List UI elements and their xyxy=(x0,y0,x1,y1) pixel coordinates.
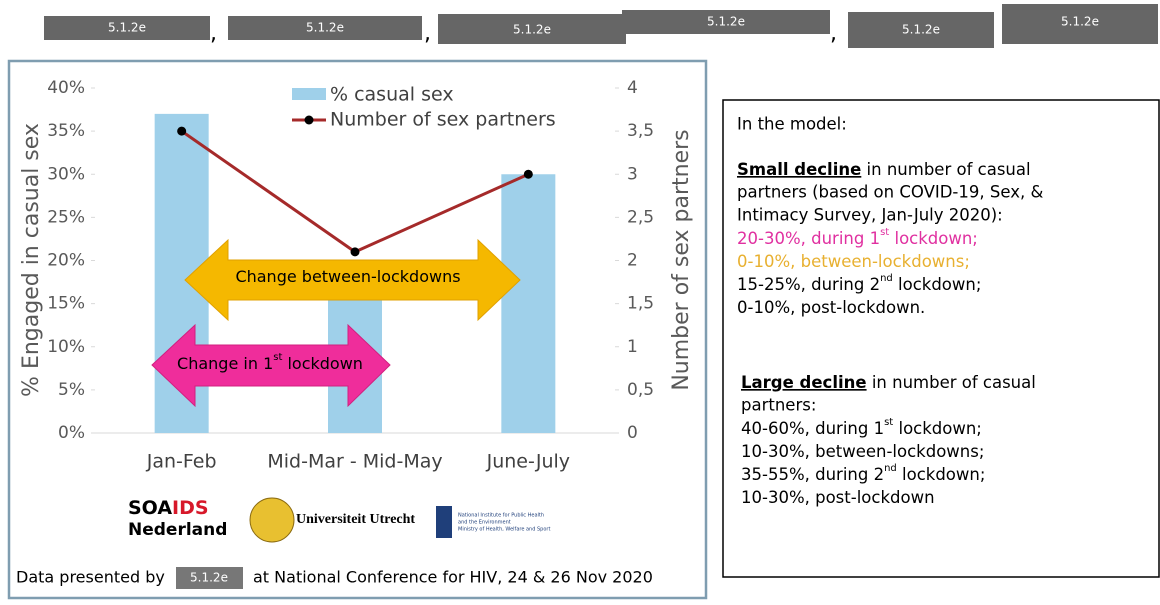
model-item: 10-30%, between-lockdowns; xyxy=(741,442,984,461)
plot: 0% 5% 10% 15% 20% 25% 30% 35% 40% 0 0,5 1 1,5 2 2,5 3 3,… xyxy=(47,78,654,473)
model-intro: In the model: xyxy=(737,115,847,134)
separator: , xyxy=(210,21,217,46)
y2-tick-label: 2,5 xyxy=(627,207,654,227)
y2-tick-label: 0,5 xyxy=(627,380,654,400)
logo-rivm-mark xyxy=(436,506,452,538)
redaction-label: 5.1.2e xyxy=(513,23,551,37)
chart-frame xyxy=(7,59,708,600)
legend-swatch xyxy=(292,88,326,100)
redaction xyxy=(622,10,830,34)
x-tick-label: Mid-Mar - Mid-May xyxy=(267,451,442,473)
redaction-label: 5.1.2e xyxy=(707,15,745,29)
redaction xyxy=(1002,4,1158,44)
y2-tick-label: 4 xyxy=(627,78,638,98)
y-tick-label: 15% xyxy=(47,294,85,314)
bar xyxy=(501,174,556,433)
arrow xyxy=(151,323,391,408)
annotation: Change in 1st lockdown xyxy=(177,352,363,373)
line-marker xyxy=(523,169,533,179)
model-item: 35-55%, during 2nd lockdown; xyxy=(741,463,985,484)
legend: % casual sex Number of sex partners xyxy=(292,84,556,131)
model-item: 15-25%, during 2nd lockdown; xyxy=(737,273,981,294)
redaction-label: 5.1.2e xyxy=(190,571,228,585)
redaction-label: 5.1.2e xyxy=(306,21,344,35)
y-tick-label: 5% xyxy=(58,380,85,400)
logo-soaids: SOAIDS xyxy=(128,497,209,519)
model-item: 0-10%, between-lockdowns; xyxy=(737,252,970,271)
separator: , xyxy=(830,21,837,46)
model-line: partners (based on COVID-19, Sex, & xyxy=(737,183,1043,202)
arrow xyxy=(184,238,521,322)
model-box xyxy=(722,99,1160,578)
model-text: In the model: Small decline in number of… xyxy=(737,115,1043,507)
y2-tick-label: 0 xyxy=(627,423,638,443)
model-line: Large decline in number of casual xyxy=(741,373,1036,392)
y-tick-label: 40% xyxy=(47,78,85,98)
logo-rivm: Ministry of Health, Welfare and Sport xyxy=(458,527,550,533)
y-tick-label: 30% xyxy=(47,164,85,184)
y-tick-label: 10% xyxy=(47,337,85,357)
legend-swatch xyxy=(304,115,314,125)
redaction xyxy=(228,16,422,40)
model-line: Small decline in number of casual xyxy=(737,160,1031,179)
model-item: 20-30%, during 1st lockdown; xyxy=(737,227,978,248)
footer: Data presented by 5.1.2e at National Con… xyxy=(16,567,653,589)
separator: , xyxy=(424,21,431,46)
model-item: 40-60%, during 1st lockdown; xyxy=(741,417,982,438)
y-tick-label: 25% xyxy=(47,207,85,227)
y2-tick-label: 1,5 xyxy=(627,294,654,314)
model-item: 0-10%, post-lockdown. xyxy=(737,298,925,317)
y2-axis-title: Number of sex partners xyxy=(669,129,694,390)
footer-text: at National Conference for HIV, 24 & 26 … xyxy=(253,568,653,587)
logos: SOAIDS Nederland Universiteit Utrecht Na… xyxy=(128,497,550,543)
redaction xyxy=(44,16,210,40)
model-item: 10-30%, post-lockdown xyxy=(741,488,935,507)
footer-text: Data presented by xyxy=(16,568,165,587)
legend-label: % casual sex xyxy=(330,84,454,106)
annotations: Change between-lockdowns Change in 1st l… xyxy=(151,238,521,408)
x-tick-label: Jan-Feb xyxy=(146,451,217,473)
y2-tick-label: 3 xyxy=(627,164,638,184)
legend-label: Number of sex partners xyxy=(330,109,556,131)
y-tick-label: 20% xyxy=(47,251,85,271)
logo-rivm: National Institute for Public Health xyxy=(458,513,544,519)
y-axis-title: % Engaged in casual sex xyxy=(19,123,44,397)
x-tick-label: June-July xyxy=(486,451,570,473)
header: 5.1.2e 5.1.2e 5.1.2e 5.1.2e 5.1.2e 5.1.2… xyxy=(44,4,1158,48)
line-marker xyxy=(177,126,187,136)
y-tick-label: 35% xyxy=(47,121,85,141)
logo-utrecht: Universiteit Utrecht xyxy=(296,512,415,527)
y2-tick-label: 3,5 xyxy=(627,121,654,141)
redaction-label: 5.1.2e xyxy=(108,21,146,35)
logo-rivm: and the Environment xyxy=(458,520,511,526)
redaction-label: 5.1.2e xyxy=(1061,15,1099,29)
redaction xyxy=(176,567,243,589)
logo-soaids-sub: Nederland xyxy=(128,520,227,540)
y-tick-label: 0% xyxy=(58,423,85,443)
annotation: Change between-lockdowns xyxy=(235,267,460,286)
line xyxy=(180,129,529,254)
redaction-label: 5.1.2e xyxy=(902,23,940,37)
y2-tick-label: 2 xyxy=(627,251,638,271)
y2-tick-label: 1 xyxy=(627,337,638,357)
redaction xyxy=(848,12,994,48)
model-line: Intimacy Survey, Jan-July 2020): xyxy=(737,206,1003,225)
redaction xyxy=(438,14,626,44)
logo-utrecht-seal xyxy=(249,497,295,543)
model-line: partners: xyxy=(741,396,816,415)
line-marker xyxy=(350,247,360,257)
